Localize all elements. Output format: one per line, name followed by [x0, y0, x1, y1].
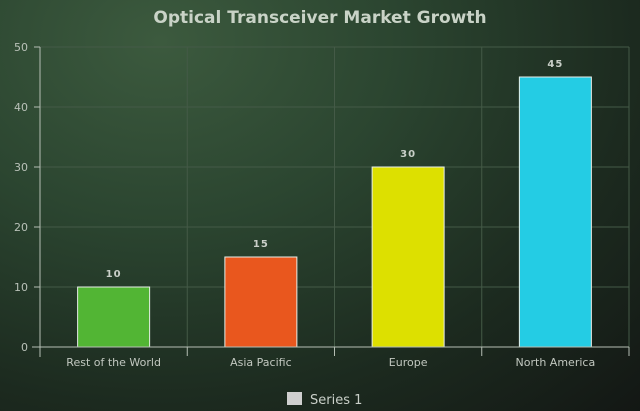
legend-label[interactable]: Series 1 [310, 393, 362, 408]
y-tick-label: 50 [14, 41, 28, 54]
grid-layer [40, 46, 630, 347]
data-label: 45 [547, 59, 563, 70]
chart-title: Optical Transceiver Market Growth [153, 8, 486, 28]
data-label: 15 [253, 239, 269, 250]
legend-swatch[interactable] [287, 392, 302, 405]
axis-layer: 0 10 20 30 40 50 Rest of the World Asia Pacific… [14, 41, 630, 369]
bar-layer: 10 15 30 45 [77, 59, 592, 348]
x-tick-label: Asia Pacific [230, 356, 292, 369]
bar[interactable] [371, 166, 445, 348]
x-tick-label: North America [516, 356, 596, 369]
legend[interactable]: Series 1 [287, 392, 362, 408]
data-label: 10 [106, 269, 122, 280]
x-tick-label: Rest of the World [66, 356, 161, 369]
y-tick-label: 20 [14, 221, 28, 234]
y-tick-label: 10 [14, 281, 28, 294]
x-tick-label: Europe [389, 356, 428, 369]
y-tick-label: 0 [21, 341, 28, 354]
bar[interactable] [518, 76, 592, 348]
y-tick-label: 40 [14, 101, 28, 114]
bar[interactable] [224, 256, 298, 348]
y-tick-label: 30 [14, 161, 28, 174]
data-label: 30 [400, 149, 416, 160]
bar[interactable] [77, 286, 151, 348]
